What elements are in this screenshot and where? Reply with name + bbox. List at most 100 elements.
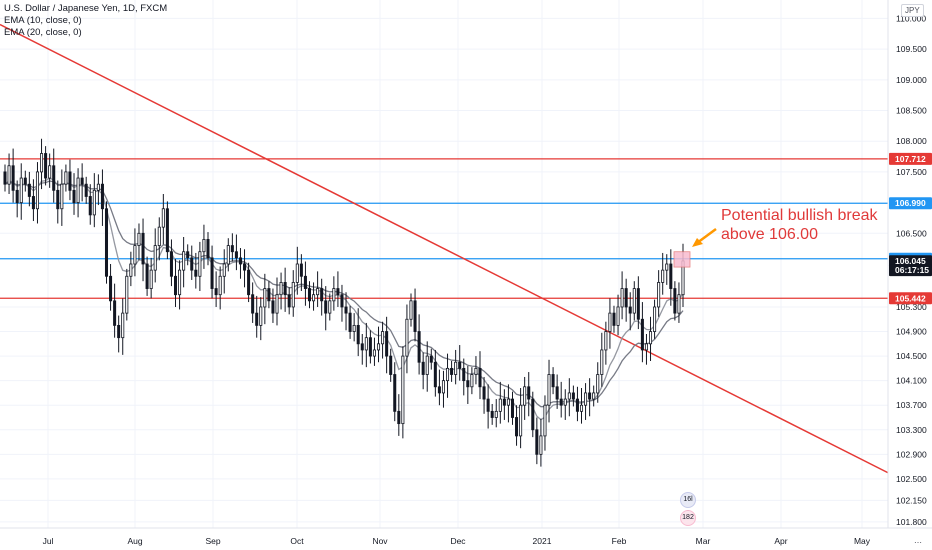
candle-body — [161, 208, 165, 228]
y-tick-label: 108.500 — [896, 106, 927, 116]
annotation-arrow — [696, 227, 717, 245]
candle-body — [88, 196, 92, 216]
x-tick-label: Nov — [372, 536, 388, 546]
candle-body — [389, 355, 393, 375]
candles — [3, 138, 685, 467]
candle-body — [15, 189, 19, 204]
event-badge-1[interactable]: 16l 2 — [680, 492, 696, 517]
candle-body — [226, 245, 230, 265]
price-label: 105.442 — [895, 293, 926, 303]
ema-10-label[interactable]: EMA (10, close, 0) — [4, 15, 82, 26]
candle-body — [559, 398, 563, 406]
candle-body — [336, 288, 340, 296]
candle-body — [267, 288, 271, 302]
candle-body — [194, 269, 198, 277]
candle-body — [137, 232, 141, 246]
y-tick-label: 109.000 — [896, 75, 927, 85]
ema-20-label[interactable]: EMA (20, close, 0) — [4, 27, 82, 38]
candle-body — [133, 245, 137, 265]
candle-body — [76, 177, 80, 204]
symbol-title[interactable]: U.S. Dollar / Japanese Yen, 1D, FXCM — [4, 3, 168, 14]
trendline — [0, 23, 889, 474]
candle-body — [283, 282, 287, 296]
candle-body — [555, 386, 559, 400]
candle-body — [287, 294, 291, 308]
x-tick-label: Jul — [43, 536, 54, 546]
candle-body — [238, 257, 242, 265]
y-tick-label: 107.500 — [896, 167, 927, 177]
candle-body — [624, 288, 628, 308]
candle-body — [303, 275, 307, 289]
annotation-line1: Potential bullish break — [721, 207, 878, 224]
y-tick-label: 102.900 — [896, 449, 927, 459]
scale-menu-button[interactable]: ⋯ — [914, 538, 922, 547]
candle-body — [653, 306, 657, 332]
candle-body — [35, 171, 39, 210]
candle-body — [563, 398, 567, 406]
candle-body — [56, 189, 60, 210]
candle-body — [575, 398, 579, 412]
candle-body — [644, 343, 648, 351]
price-axis: 110.000 109.500 109.000 108.500 108.000 107.5… — [887, 0, 932, 550]
price-label-bg — [889, 152, 932, 165]
candle-body — [567, 392, 571, 400]
annotation-arrowhead — [692, 238, 703, 247]
candle-body — [206, 239, 210, 259]
y-tick-label: 102.150 — [896, 495, 927, 505]
candle-body — [40, 153, 44, 173]
event-badge-2[interactable]: 182 — [680, 510, 696, 526]
candle-body — [470, 374, 474, 388]
candle-body — [255, 312, 259, 326]
candle-body — [113, 300, 117, 326]
candle-body — [291, 282, 295, 308]
candle-body — [478, 367, 482, 388]
candle-body — [397, 410, 401, 425]
ema-lines — [4, 177, 684, 421]
candle-body — [96, 183, 100, 191]
candle-body — [421, 361, 425, 375]
candle-body — [121, 312, 125, 339]
currency-box[interactable]: JPY — [901, 4, 924, 17]
candle-body — [356, 324, 360, 345]
candle-body — [636, 288, 640, 320]
candle-body — [417, 331, 421, 363]
candle-body — [141, 232, 145, 265]
candle-body — [535, 429, 539, 455]
candle-body — [332, 288, 336, 302]
candle-body — [11, 165, 15, 191]
candle-body — [348, 312, 352, 332]
candle-body — [210, 257, 214, 289]
y-tick-label: 101.800 — [896, 517, 927, 527]
candle-body — [324, 300, 328, 314]
candle-body — [19, 177, 23, 204]
candle-body — [482, 386, 486, 400]
candle-body — [364, 337, 368, 351]
chart-grid — [0, 0, 888, 528]
candle-body — [413, 300, 417, 332]
horizontal-levels — [0, 158, 888, 299]
y-tick-label: 103.700 — [896, 400, 927, 410]
candle-body — [125, 275, 129, 314]
candle-body — [178, 269, 182, 296]
candle-body — [673, 288, 677, 314]
candle-body — [218, 275, 222, 296]
x-tick-label: Apr — [774, 536, 787, 546]
x-tick-label: Mar — [696, 536, 711, 546]
candle-body — [510, 398, 515, 418]
candle-body — [604, 331, 608, 351]
candle-body — [31, 196, 35, 210]
price-label-bg — [889, 197, 932, 210]
candle-body — [169, 251, 173, 277]
candle-body — [72, 189, 76, 204]
candle-body — [523, 386, 527, 406]
candle-body — [360, 343, 364, 351]
candle-body — [458, 361, 462, 369]
candle-body — [279, 282, 283, 296]
chart-annotation: Potential bullish break above 106.00 — [721, 206, 878, 244]
candle-body — [579, 404, 584, 412]
candle-body — [190, 257, 194, 271]
candle-body — [104, 208, 109, 277]
candle-body — [649, 331, 653, 345]
candle-body — [214, 288, 218, 296]
